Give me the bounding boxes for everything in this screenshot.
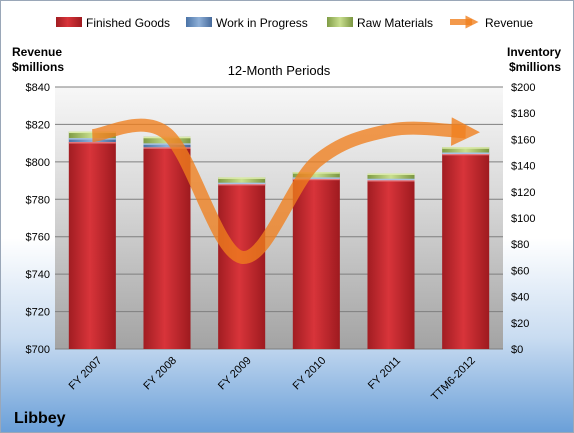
- bar-finished-goods-highlight: [442, 153, 490, 156]
- left-tick-label: $820: [26, 119, 50, 131]
- bars: [68, 131, 490, 349]
- left-tick-label: $840: [26, 82, 50, 94]
- bar-raw-materials: [367, 173, 415, 179]
- right-tick-label: $160: [511, 134, 535, 146]
- legend-swatch-finished-goods: [56, 17, 82, 27]
- bar-finished-goods-highlight: [143, 147, 191, 149]
- left-tick-label: $740: [26, 269, 50, 281]
- right-tick-label: $80: [511, 239, 529, 251]
- bar-finished-goods: [68, 142, 116, 349]
- legend: Finished Goods Work in Progress Raw Mate…: [56, 15, 533, 30]
- legend-swatch-raw-materials: [327, 17, 353, 27]
- left-axis-title-line2: $millions: [12, 60, 64, 74]
- bar-finished-goods: [442, 153, 490, 349]
- bar-finished-goods: [143, 147, 191, 349]
- left-tick-label: $720: [26, 307, 50, 319]
- bar-work-in-progress-highlight: [143, 143, 191, 145]
- right-axis-title-line2: $millions: [509, 60, 561, 74]
- right-axis-ticks: $0 $20 $40 $60 $80 $100 $120 $140 $160 $180 $200: [511, 82, 535, 356]
- bar-work-in-progress: [143, 143, 191, 148]
- right-axis-title-line1: Inventory: [507, 45, 561, 59]
- bar-raw-materials: [442, 147, 490, 153]
- bar-work-in-progress-highlight: [367, 178, 415, 181]
- left-axis-title-line1: Revenue: [12, 45, 62, 59]
- legend-swatch-work-in-progress: [186, 17, 212, 27]
- bar-finished-goods-highlight: [68, 142, 116, 144]
- right-tick-label: $20: [511, 318, 529, 330]
- bar-work-in-progress: [68, 138, 116, 143]
- right-tick-label: $200: [511, 82, 535, 94]
- bar-raw-materials-highlight: [367, 173, 415, 175]
- revenue-line: [91, 117, 480, 264]
- bar-finished-goods-highlight: [367, 180, 415, 182]
- left-tick-label: $800: [26, 157, 50, 169]
- bar-raw-materials: [218, 177, 266, 183]
- bar-finished-goods-highlight: [292, 178, 340, 181]
- right-tick-label: $0: [511, 344, 523, 356]
- left-tick-label: $700: [26, 344, 50, 356]
- chart-subtitle: 12-Month Periods: [228, 63, 331, 78]
- left-axis-ticks: $700 $720 $740 $760 $780 $800 $820 $840: [26, 82, 50, 356]
- company-name: Libbey: [14, 410, 66, 427]
- bar-raw-materials-highlight: [442, 147, 490, 149]
- bar-finished-goods: [292, 178, 340, 349]
- right-tick-label: $100: [511, 213, 535, 225]
- bar-raw-materials-highlight: [218, 177, 266, 179]
- legend-label-revenue: Revenue: [485, 16, 533, 30]
- bar-finished-goods: [218, 183, 266, 349]
- left-tick-label: $780: [26, 194, 50, 206]
- right-tick-label: $60: [511, 265, 529, 277]
- bar-work-in-progress-highlight: [442, 152, 490, 154]
- legend-label-finished-goods: Finished Goods: [86, 16, 170, 30]
- bar-finished-goods: [367, 180, 415, 349]
- right-tick-label: $120: [511, 187, 535, 199]
- right-tick-label: $140: [511, 161, 535, 173]
- bar-raw-materials-highlight: [292, 172, 340, 174]
- bar-work-in-progress-highlight: [68, 138, 116, 140]
- bar-raw-materials: [292, 172, 340, 178]
- right-tick-label: $40: [511, 292, 529, 304]
- left-tick-label: $760: [26, 232, 50, 244]
- bar-work-in-progress-highlight: [292, 177, 340, 179]
- legend-label-work-in-progress: Work in Progress: [216, 16, 308, 30]
- bar-work-in-progress-highlight: [218, 182, 266, 185]
- revenue-series-line: [91, 117, 480, 264]
- right-tick-label: $180: [511, 108, 535, 120]
- legend-label-raw-materials: Raw Materials: [357, 16, 433, 30]
- bar-finished-goods-highlight: [218, 183, 266, 186]
